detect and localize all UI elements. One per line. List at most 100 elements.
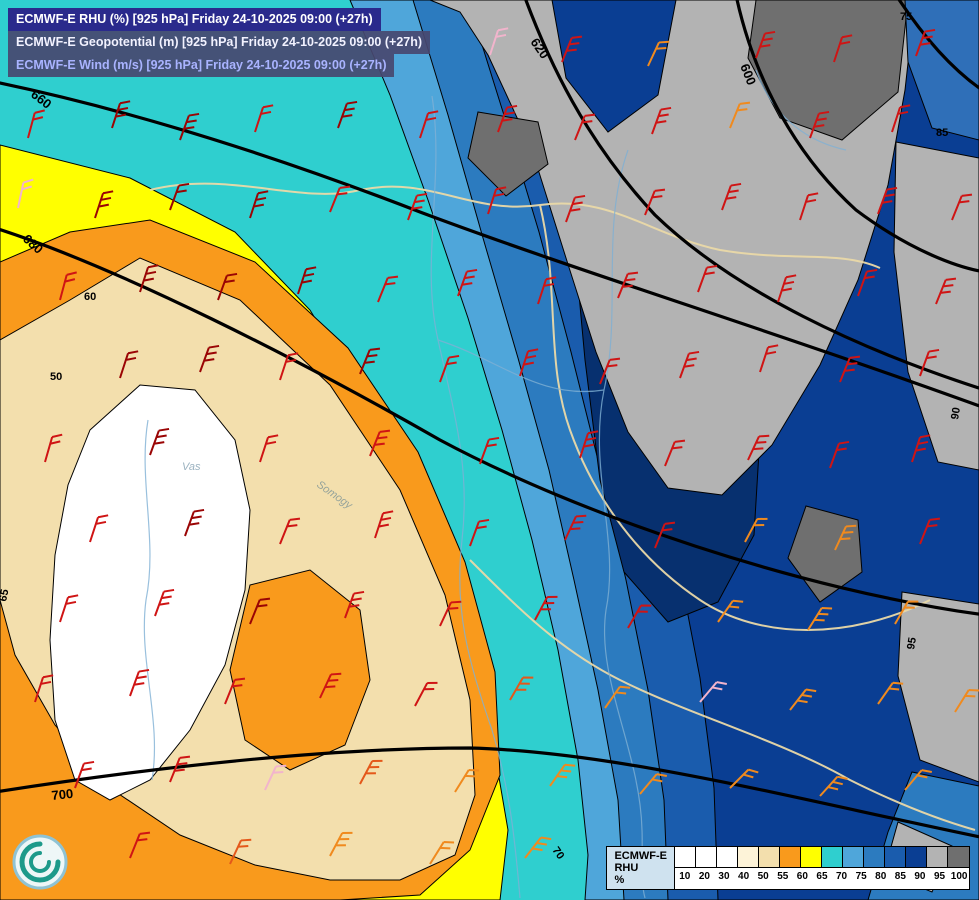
wind-barb [59,271,77,301]
wind-barb-glyph [199,344,220,373]
wind-barb-glyph [747,434,770,461]
rh-contour-label: 90 [949,406,963,420]
wind-barb [561,35,583,63]
wind-barb [911,434,931,463]
wind-barb-glyph [439,600,462,627]
wind-barb [919,348,940,377]
wind-barb [249,597,271,625]
wind-barb [759,344,779,373]
wind-barb-glyph [249,190,269,219]
wind-barb-glyph [599,357,621,385]
wind-barb-glyph [454,768,480,793]
legend-threshold: 60 [796,871,808,882]
wind-barb-glyph [129,668,150,697]
wind-barb-glyph [329,831,353,857]
wind-barb-glyph [679,350,700,379]
wind-barb-glyph [839,355,861,383]
wind-barb-glyph [574,113,596,141]
title-geopotential: ECMWF-E Geopotential (m) [925 hPa] Frida… [8,31,431,55]
wind-barb-glyph [877,186,898,215]
wind-barb-glyph [259,434,279,463]
wind-barb [454,768,480,793]
title-rhu: ECMWF-E RHU (%) [925 hPa] Friday 24-10-2… [8,8,381,32]
wind-barb [329,185,351,213]
wind-barb-glyph [329,185,351,213]
wind-barb [169,755,191,783]
wind-barb [279,517,301,545]
wind-barb-glyph [229,838,252,865]
wind-barb [789,688,817,711]
wind-barb-glyph [377,275,399,303]
wind-barb [89,514,109,543]
wind-barb-glyph [639,773,668,795]
wind-barb [359,759,383,785]
wind-barb-glyph [139,264,159,293]
legend-threshold: 30 [718,871,730,882]
wind-barb-glyph [94,190,114,219]
wind-barb [249,190,269,219]
rh-contour-label: 70 [550,845,567,862]
border-line [149,182,881,269]
wind-barb [44,433,63,463]
legend-scale: 10 20 30 40 50 55 60 65 70 75 80 85 90 95 100 [675,847,969,889]
wind-barb-glyph [369,429,391,457]
wind-barb-glyph [729,101,751,129]
wind-barb [407,192,428,221]
wind-barb [337,100,358,129]
wind-barb-glyph [27,109,45,139]
wind-barb-glyph [184,508,205,537]
wind-barb [319,672,342,699]
wind-barb-glyph [904,769,933,791]
wind-barb [479,436,500,465]
wind-barb-glyph [829,440,850,469]
wind-barb [833,34,853,63]
wind-barb-glyph [344,590,365,619]
wind-barb-glyph [59,594,79,623]
wind-barb [264,764,287,791]
wind-barb-glyph [429,840,455,865]
wind-barb [834,524,857,551]
legend-threshold: 40 [738,871,750,882]
wind-barb [34,674,54,703]
wind-barb [729,101,751,129]
rh-band-darkgray-topright [747,0,909,141]
wind-barb [429,840,455,865]
wind-barb [439,600,462,627]
wind-barb [894,600,919,625]
legend-color-cells [675,847,969,868]
wind-barb-glyph [519,348,539,377]
wind-barb-glyph [179,112,200,141]
wind-barb-glyph [537,276,557,305]
wind-barb [549,763,576,787]
wind-barb [27,109,45,139]
wind-barb [647,40,670,67]
wind-barb [877,186,898,215]
wind-barb-glyph [729,768,759,789]
wind-barb-glyph [561,35,583,63]
wind-barb-glyph [534,595,558,621]
wind-barb [604,685,631,709]
legend-cell [738,847,759,867]
wind-barb [129,668,150,697]
wind-barb [377,275,399,303]
met-logo [12,834,68,890]
wind-barb-glyph [337,100,358,129]
wind-barb [419,110,439,139]
contour-600 [735,0,979,273]
wind-barb-glyph [755,30,776,59]
wind-barb-glyph [479,436,500,465]
legend-cell [864,847,885,867]
wind-barb [799,192,819,221]
wind-barb-glyph [604,685,631,709]
wind-barb [149,427,170,456]
wind-barb [374,510,394,539]
wind-barb-glyph [359,347,381,375]
wind-barb-glyph [834,524,857,551]
wind-barb [954,688,979,713]
legend-unit: % [614,874,625,886]
contour-620 [524,0,979,390]
wind-barb-glyph [414,681,438,707]
legend-cell [717,847,738,867]
wind-barb-glyph [857,268,878,297]
wind-barb [59,594,79,623]
